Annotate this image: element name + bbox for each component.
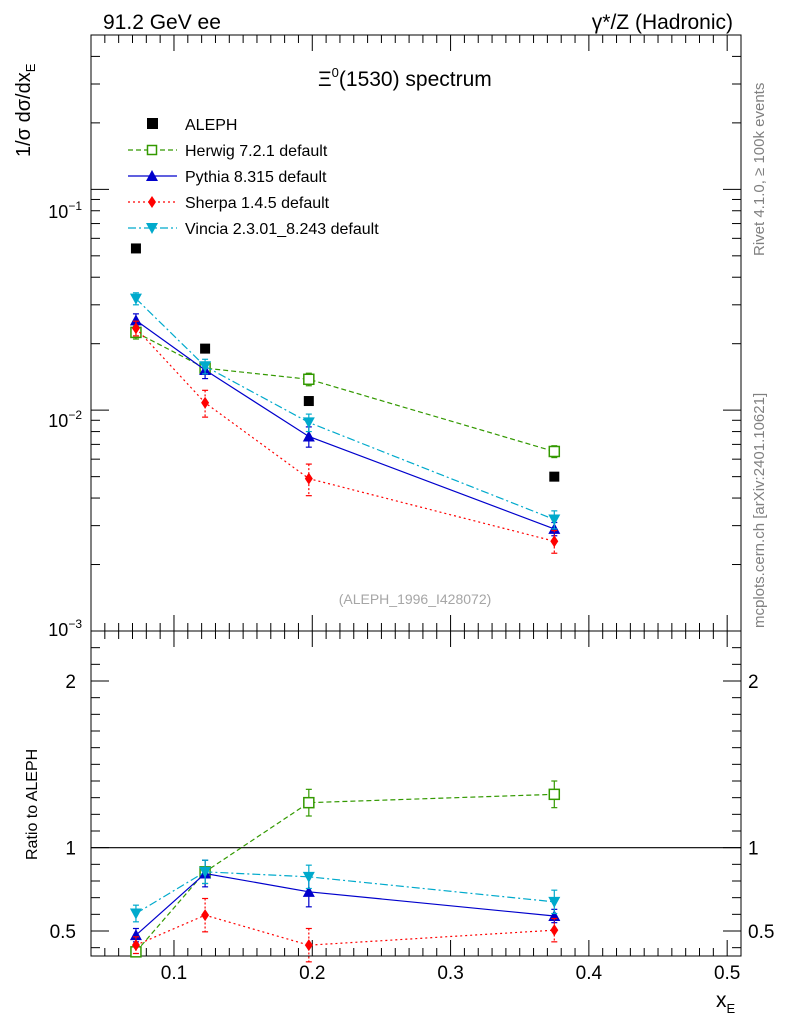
legend-marker-aleph xyxy=(147,118,158,129)
main-point-pythia xyxy=(302,430,315,442)
xtick-label: 0.2 xyxy=(299,963,325,984)
ytick-label-0.01: 10−2 xyxy=(48,408,82,431)
aleph-data-point xyxy=(200,343,211,354)
ratio-line-pythia xyxy=(135,872,555,936)
main-series-layer xyxy=(129,243,561,554)
xtick-label: 0.4 xyxy=(576,963,603,984)
ratio-point-sherpa xyxy=(131,939,140,952)
xtick-label: 0.5 xyxy=(714,963,740,984)
main-point-pythia xyxy=(129,314,142,326)
ratio-point-sherpa xyxy=(304,939,313,952)
ratio-ylabel: Ratio to ALEPH xyxy=(24,749,41,860)
legend-label-sherpa: Sherpa 1.4.5 default xyxy=(185,195,330,212)
main-line-sherpa xyxy=(135,327,555,542)
xtick-label: 0.3 xyxy=(437,963,463,984)
main-point-vincia xyxy=(548,514,561,526)
main-point-sherpa xyxy=(131,322,140,335)
main-ylabel: 1/σ dσ/dxE xyxy=(13,63,38,157)
legend-marker-pythia xyxy=(146,170,158,181)
main-line-vincia xyxy=(135,298,555,521)
main-point-vincia xyxy=(129,293,142,305)
ratio-point-vincia xyxy=(548,896,561,908)
legend-marker-sherpa xyxy=(148,196,156,208)
ratio-ytick-label-left: 2 xyxy=(65,672,76,693)
xtick-label: 0.1 xyxy=(161,963,187,984)
title-rest: (1530) spectrum xyxy=(339,68,492,91)
xlabel: xE xyxy=(716,989,736,1016)
main-line-herwig xyxy=(135,331,555,453)
main-point-herwig xyxy=(303,373,315,386)
main-ylabel-prefix: 1/σ dσ/dx xyxy=(13,72,35,157)
ytick-label-0.001: 10−3 xyxy=(48,617,82,640)
main-point-vincia xyxy=(302,417,315,429)
ratio-plot-frame xyxy=(90,630,742,957)
main-point-vincia xyxy=(199,361,212,373)
ratio-point-herwig xyxy=(548,788,561,801)
ratio-ytick-label-left: 1 xyxy=(65,839,76,860)
legend-marker-herwig xyxy=(146,144,158,156)
ratio-series-layer xyxy=(129,780,561,963)
legend-marker-vincia xyxy=(146,223,158,234)
xlabel-sub: E xyxy=(727,1001,736,1016)
analysis-watermark: (ALEPH_1996_I428072) xyxy=(339,591,492,607)
main-point-herwig xyxy=(548,445,561,458)
ratio-point-vincia xyxy=(199,866,212,878)
ratio-point-vincia xyxy=(302,871,315,883)
ratio-line-vincia xyxy=(135,871,555,915)
legend-label-herwig: Herwig 7.2.1 default xyxy=(185,143,328,160)
ratio-ytick-label-right: 2 xyxy=(748,672,759,693)
ratio-line-herwig xyxy=(135,793,555,953)
main-point-sherpa xyxy=(304,472,313,485)
aleph-data-point xyxy=(549,471,560,482)
ratio-point-sherpa xyxy=(550,924,559,937)
rivet-label: Rivet 4.1.0, ≥ 100k events xyxy=(751,83,768,256)
ratio-ytick-label-right: 1 xyxy=(748,839,759,860)
legend-label-vincia: Vincia 2.3.01_8.243 default xyxy=(185,221,379,238)
ratio-point-sherpa xyxy=(201,909,210,922)
ratio-ytick-label-right: 0.5 xyxy=(748,922,774,943)
legend: ALEPH Herwig 7.2.1 default Pythia 8.315 … xyxy=(128,117,379,238)
ytick-label-0.1: 10−1 xyxy=(48,199,82,222)
legend-label-pythia: Pythia 8.315 default xyxy=(185,169,327,186)
ratio-point-pythia xyxy=(302,885,315,897)
ratio-point-herwig xyxy=(303,796,315,809)
ratio-line-sherpa xyxy=(135,914,555,946)
title-sup: 0 xyxy=(332,65,339,80)
aleph-data-point xyxy=(303,396,314,407)
mcplots-label: mcplots.cern.ch [arXiv:2401.10621] xyxy=(751,393,768,628)
plot-title: Ξ0(1530) spectrum xyxy=(318,65,492,91)
xlabel-base: x xyxy=(716,989,727,1012)
header-left: 91.2 GeV ee xyxy=(103,11,221,34)
main-axis-ticks xyxy=(90,34,742,632)
main-point-sherpa xyxy=(201,396,210,409)
legend-label-aleph: ALEPH xyxy=(185,117,237,134)
main-point-sherpa xyxy=(550,535,559,548)
aleph-data-point xyxy=(130,243,141,254)
ratio-point-vincia xyxy=(129,908,142,920)
main-ylabel-sub: E xyxy=(23,63,38,72)
ratio-axis-ticks: 0.5 0.5 1 1 2 2 0.1 0.2 0.3 0.4 0.5 xyxy=(50,630,774,984)
title-base: Ξ xyxy=(318,68,332,91)
main-line-pythia xyxy=(135,319,555,530)
ratio-ytick-label-left: 0.5 xyxy=(50,922,76,943)
header-right: γ*/Z (Hadronic) xyxy=(592,11,733,34)
